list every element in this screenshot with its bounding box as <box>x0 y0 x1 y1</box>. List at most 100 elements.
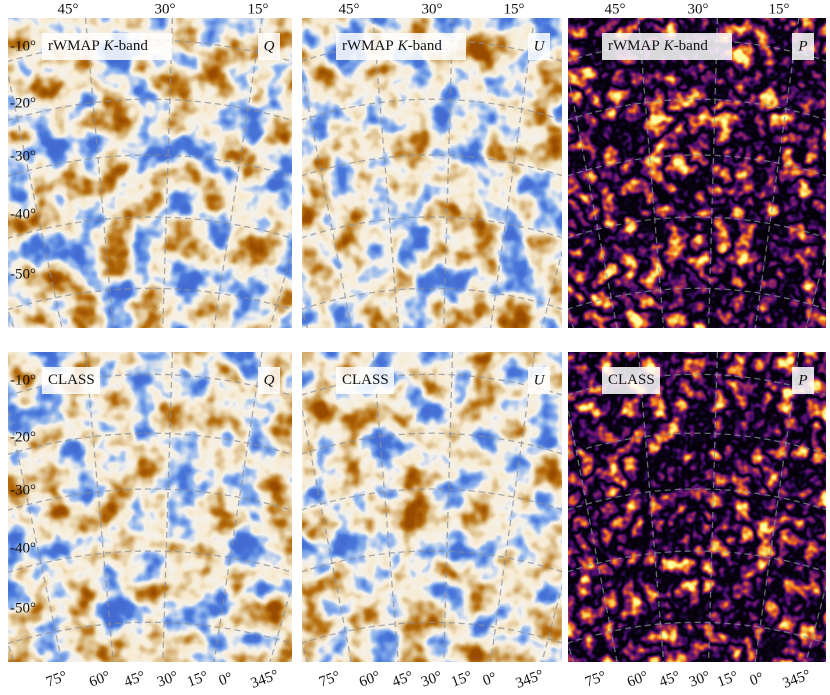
meridian-line <box>637 18 665 328</box>
parallel-line <box>8 287 292 311</box>
source-name: rWMAP <box>48 38 100 54</box>
dec-label: -20° <box>10 429 36 445</box>
ra-label-bottom: 345° <box>781 667 813 692</box>
map-panel <box>568 352 826 662</box>
parallel-line <box>302 432 562 455</box>
stokes-label: Q <box>264 372 275 388</box>
stokes-box <box>258 33 280 60</box>
meridian-line <box>489 352 536 662</box>
ra-label-bottom: 75° <box>44 668 69 690</box>
meridian-line <box>754 18 800 328</box>
ra-label-bottom: 0° <box>748 670 766 690</box>
ra-label-bottom: 0° <box>217 670 235 690</box>
ra-label-bottom: 15° <box>715 668 740 690</box>
meridian-line <box>541 583 562 662</box>
meridian-line <box>213 18 263 328</box>
panel-label: CLASS <box>608 372 655 388</box>
source-name: CLASS <box>48 372 95 388</box>
ra-label-bottom: 60° <box>357 668 382 690</box>
band-name: K <box>103 38 115 54</box>
panel-label: rWMAP K-band <box>608 38 708 54</box>
source-name: rWMAP <box>342 38 394 54</box>
ra-label-bottom: 30° <box>419 668 444 690</box>
parallel-line <box>568 287 826 310</box>
stokes-box <box>792 33 814 60</box>
parallel-line <box>302 621 562 644</box>
label-box <box>42 33 172 60</box>
ra-label-top: 30° <box>155 1 176 17</box>
parallel-line <box>8 621 292 645</box>
source-name: CLASS <box>342 372 389 388</box>
meridian-line <box>568 405 618 662</box>
meridian-line <box>443 352 454 662</box>
meridian-line <box>8 71 63 328</box>
meridian-line <box>8 405 63 662</box>
parallel-line <box>8 216 292 239</box>
meridian-line <box>372 352 399 662</box>
ra-label-bottom: 45° <box>657 668 682 690</box>
parallel-line <box>302 287 562 310</box>
meridian-line <box>489 18 536 328</box>
meridian-line <box>805 249 826 328</box>
parallel-line <box>568 621 826 644</box>
ra-label-bottom: 45° <box>122 668 147 690</box>
meridian-line <box>754 352 800 662</box>
dec-label: -50° <box>10 600 36 616</box>
ra-label-top: 45° <box>58 1 79 17</box>
stokes-box <box>528 367 550 394</box>
stokes-box <box>258 367 280 394</box>
stokes-label: Q <box>264 38 275 54</box>
ra-label-top: 15° <box>504 1 525 17</box>
meridian-line <box>541 249 562 328</box>
ra-label-bottom: 0° <box>481 670 499 690</box>
parallel-line <box>302 216 562 239</box>
ra-label-bottom: 345° <box>514 667 546 692</box>
label-box <box>42 367 100 394</box>
ra-label-bottom: 345° <box>249 667 281 692</box>
ra-label-bottom: 15° <box>449 668 474 690</box>
ra-label-bottom: 60° <box>87 668 112 690</box>
map-panel <box>302 352 562 662</box>
panel-label: CLASS <box>48 372 95 388</box>
dec-label: -10° <box>10 372 36 388</box>
ra-label-bottom: 75° <box>583 668 608 690</box>
ra-label-bottom: 75° <box>317 668 342 690</box>
map-panel <box>302 18 562 328</box>
stokes-label: P <box>797 372 807 388</box>
band-name: K <box>397 38 409 54</box>
stokes-box <box>528 33 550 60</box>
meridian-line <box>443 18 454 328</box>
sky-map <box>302 18 562 328</box>
ra-label-bottom: 30° <box>155 668 180 690</box>
parallel-line <box>568 216 826 239</box>
dec-label: -30° <box>10 482 36 498</box>
band-suffix: -band <box>674 38 709 54</box>
label-box <box>336 367 394 394</box>
band-name: K <box>663 38 675 54</box>
source-name: CLASS <box>608 372 655 388</box>
meridian-line <box>162 18 174 328</box>
parallel-line <box>568 550 826 573</box>
parallel-line <box>8 432 292 456</box>
ra-label-top: 15° <box>248 1 269 17</box>
meridian-line <box>372 18 399 328</box>
stokes-label: U <box>534 372 546 388</box>
stokes-label: P <box>797 38 807 54</box>
meridian-line <box>707 352 719 662</box>
ra-label-top: 30° <box>688 1 709 17</box>
ra-label-bottom: 60° <box>625 668 650 690</box>
meridian-line <box>84 18 114 328</box>
meridian-line <box>84 352 114 662</box>
meridian-line <box>302 405 353 662</box>
dec-label: -50° <box>10 266 36 282</box>
sky-map <box>302 352 562 662</box>
panel-label: CLASS <box>342 372 389 388</box>
sky-map <box>568 352 826 662</box>
sky-map <box>8 352 292 662</box>
label-box <box>602 33 732 60</box>
sky-map <box>568 18 826 328</box>
band-suffix: -band <box>408 38 443 54</box>
parallel-line <box>8 488 292 511</box>
stokes-box <box>792 367 814 394</box>
sky-map <box>8 18 292 328</box>
